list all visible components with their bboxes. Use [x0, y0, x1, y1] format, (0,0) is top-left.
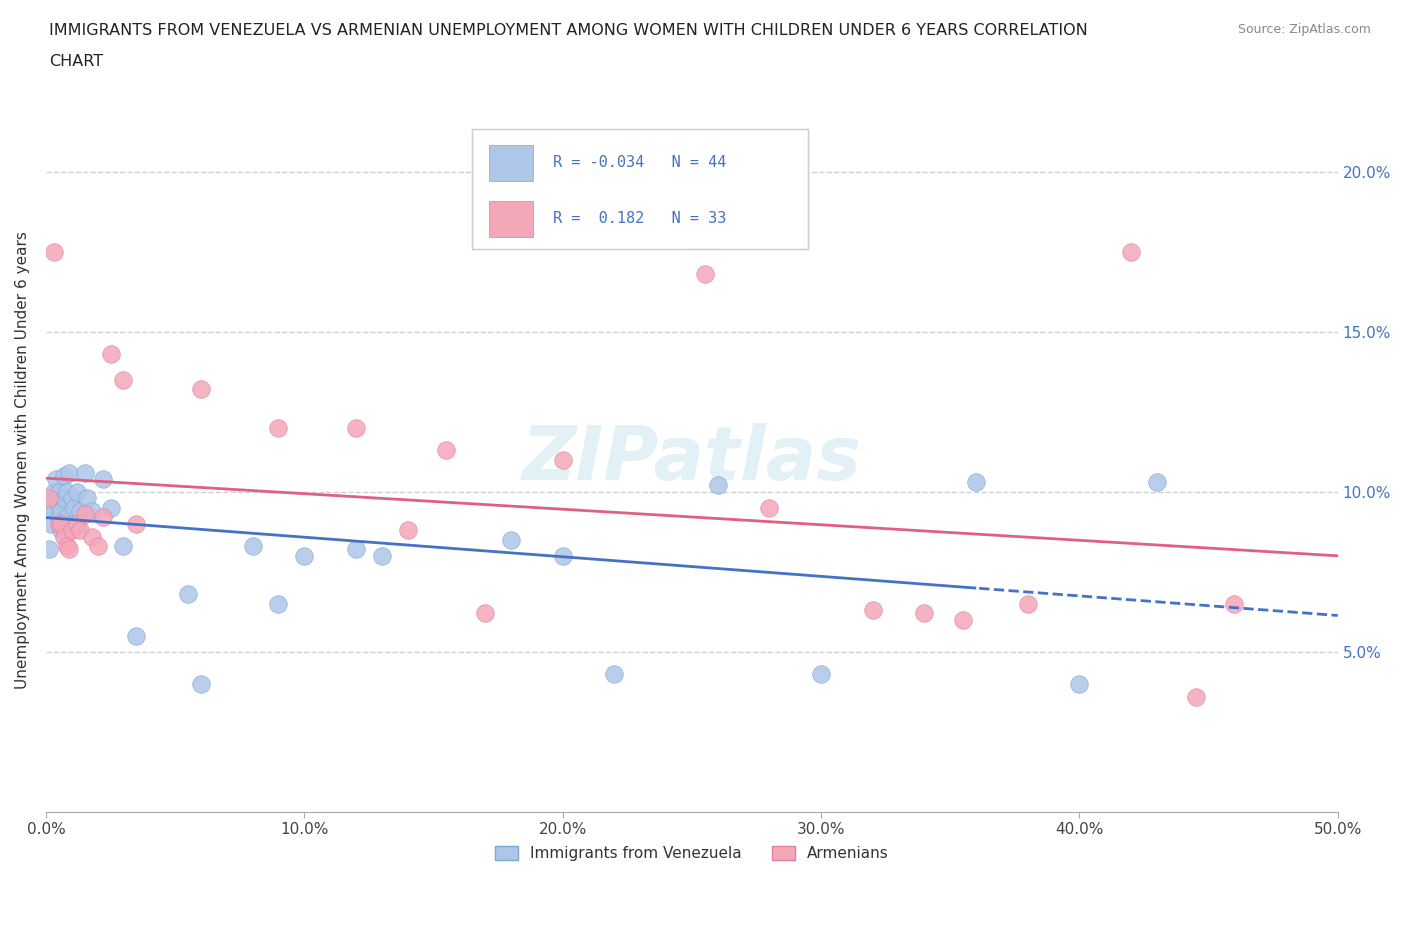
Point — [125, 516, 148, 531]
Point — [1223, 596, 1246, 611]
Point — [42, 503, 65, 518]
Point — [436, 443, 458, 458]
Point — [76, 491, 98, 506]
Point — [267, 596, 290, 611]
Point — [499, 532, 522, 547]
Point — [53, 491, 76, 506]
Point — [42, 245, 65, 259]
Point — [51, 516, 73, 531]
Point — [55, 510, 77, 525]
Point — [53, 529, 76, 544]
Point — [48, 498, 70, 512]
Point — [190, 382, 212, 397]
Point — [810, 667, 832, 682]
Point — [66, 516, 89, 531]
Point — [1017, 596, 1039, 611]
Point — [112, 538, 135, 553]
Point — [371, 549, 394, 564]
Point — [706, 478, 728, 493]
Text: Source: ZipAtlas.com: Source: ZipAtlas.com — [1237, 23, 1371, 36]
Point — [55, 485, 77, 499]
Point — [474, 606, 496, 621]
Point — [45, 472, 67, 486]
Point — [965, 475, 987, 490]
Point — [69, 503, 91, 518]
Point — [190, 676, 212, 691]
Point — [603, 667, 626, 682]
Text: ZIPatlas: ZIPatlas — [522, 423, 862, 497]
Point — [912, 606, 935, 621]
Point — [1119, 245, 1142, 259]
Point — [693, 267, 716, 282]
Point — [758, 500, 780, 515]
Point — [66, 485, 89, 499]
Text: IMMIGRANTS FROM VENEZUELA VS ARMENIAN UNEMPLOYMENT AMONG WOMEN WITH CHILDREN UND: IMMIGRANTS FROM VENEZUELA VS ARMENIAN UN… — [49, 23, 1088, 38]
Point — [55, 538, 77, 553]
Point — [242, 538, 264, 553]
Point — [91, 510, 114, 525]
Point — [60, 516, 83, 531]
Point — [292, 549, 315, 564]
Point — [48, 485, 70, 499]
Point — [58, 465, 80, 480]
Point — [73, 465, 96, 480]
Point — [51, 503, 73, 518]
Point — [60, 491, 83, 506]
Point — [42, 485, 65, 499]
Point — [48, 516, 70, 531]
Point — [48, 510, 70, 525]
Point — [51, 523, 73, 538]
Point — [344, 542, 367, 557]
Point — [1184, 689, 1206, 704]
Point — [396, 523, 419, 538]
Point — [267, 420, 290, 435]
Point — [39, 516, 62, 531]
Point — [39, 498, 62, 512]
Point — [38, 491, 60, 506]
Point — [82, 529, 104, 544]
Point — [551, 452, 574, 467]
Text: CHART: CHART — [49, 54, 103, 69]
Point — [91, 472, 114, 486]
Point — [38, 542, 60, 557]
Point — [1069, 676, 1091, 691]
Legend: Immigrants from Venezuela, Armenians: Immigrants from Venezuela, Armenians — [489, 840, 896, 868]
Point — [1146, 475, 1168, 490]
Point — [125, 629, 148, 644]
Point — [177, 587, 200, 602]
Point — [86, 538, 108, 553]
Point — [862, 603, 884, 618]
Point — [952, 612, 974, 627]
Point — [112, 372, 135, 387]
Point — [82, 503, 104, 518]
Point — [551, 549, 574, 564]
Y-axis label: Unemployment Among Women with Children Under 6 years: Unemployment Among Women with Children U… — [15, 231, 30, 689]
Point — [100, 500, 122, 515]
Point — [45, 491, 67, 506]
Point — [63, 500, 86, 515]
Point — [73, 507, 96, 522]
Point — [60, 523, 83, 538]
Point — [58, 542, 80, 557]
Point — [100, 347, 122, 362]
Point — [69, 523, 91, 538]
Point — [53, 469, 76, 484]
Point — [344, 420, 367, 435]
